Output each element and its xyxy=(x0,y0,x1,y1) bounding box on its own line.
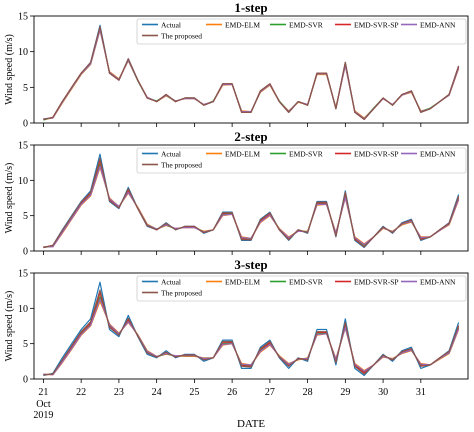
series-line-emd-ann xyxy=(43,165,460,248)
legend-label: Actual xyxy=(161,21,181,30)
panel-3: 3-step Wind speed (m/s) 0 5 10 15 Actual EMD-EL… xyxy=(4,257,469,430)
legend-label: The proposed xyxy=(161,32,202,41)
y-tick-label: 15 xyxy=(18,269,28,280)
x-tick-label: 31 xyxy=(416,387,426,398)
legend-label: EMD-SVR xyxy=(289,21,323,30)
plot-frame xyxy=(33,15,469,124)
legend-label: EMD-ANN xyxy=(420,278,456,287)
series-line-emd-svr xyxy=(43,163,460,249)
x-tick-sublabel: 2019 xyxy=(33,410,53,421)
x-tick-label: 26 xyxy=(227,387,237,398)
x-tick-label: 21 xyxy=(38,387,48,398)
series-group xyxy=(43,153,460,249)
x-tick-label: 22 xyxy=(76,387,86,398)
legend-label: Actual xyxy=(161,150,181,159)
legend: Actual EMD-ELM EMD-SVR EMD-SVR-SP EMD-ANN The… xyxy=(136,275,467,302)
x-tick-label: 24 xyxy=(152,387,162,398)
x-axis-label: DATE xyxy=(237,418,265,430)
legend-label: EMD-ANN xyxy=(420,21,456,30)
series-line-emd-svr-sp xyxy=(43,292,460,376)
series-line-emd-svr-sp xyxy=(43,159,460,249)
legend-label: EMD-SVR-SP xyxy=(354,150,399,159)
legend-label: EMD-SVR xyxy=(289,278,323,287)
x-tick-label: 25 xyxy=(189,387,199,398)
series-group xyxy=(43,24,460,121)
panel-2: 2-step Wind speed (m/s) 0 5 10 15 Actual EMD-EL… xyxy=(4,129,469,258)
y-axis-label: Wind speed (m/s) xyxy=(4,34,15,105)
y-tick-label: 15 xyxy=(18,12,28,23)
y-tick-label: 5 xyxy=(23,339,28,350)
legend-label: EMD-ELM xyxy=(225,278,260,287)
series-line-the-proposed xyxy=(43,157,460,249)
y-tick-label: 0 xyxy=(23,375,28,386)
y-tick-label: 10 xyxy=(18,176,28,187)
series-line-the-proposed xyxy=(43,289,460,376)
x-tick-sublabel: Oct xyxy=(36,399,51,410)
plot-frame xyxy=(33,144,469,252)
panel-1: 1-step Wind speed (m/s) 0 5 10 15 Actual EMD-EL… xyxy=(4,0,469,130)
x-tick-label: 27 xyxy=(265,387,275,398)
x-tick-label: 29 xyxy=(340,387,350,398)
panel-title: 2-step xyxy=(234,129,267,144)
y-tick-label: 15 xyxy=(18,141,28,152)
panel-title: 3-step xyxy=(234,257,267,272)
x-tick-label: 30 xyxy=(378,387,388,398)
legend-label: The proposed xyxy=(161,289,202,298)
y-tick-label: 5 xyxy=(23,211,28,222)
y-tick-label: 0 xyxy=(23,247,28,258)
y-axis-label: Wind speed (m/s) xyxy=(4,291,15,362)
panel-title: 1-step xyxy=(234,0,267,15)
plot-frame xyxy=(33,272,469,380)
legend-label: EMD-SVR-SP xyxy=(354,278,399,287)
y-tick-label: 0 xyxy=(23,119,28,130)
y-tick-label: 10 xyxy=(18,47,28,58)
x-tick-label: 23 xyxy=(114,387,124,398)
series-group xyxy=(43,281,460,377)
legend-label: EMD-ANN xyxy=(420,150,456,159)
legend-label: EMD-ELM xyxy=(225,21,260,30)
legend-label: The proposed xyxy=(161,161,202,170)
x-tick-label: 28 xyxy=(303,387,313,398)
legend-label: EMD-ELM xyxy=(225,150,260,159)
series-line-the-proposed xyxy=(43,26,460,121)
legend-label: EMD-SVR-SP xyxy=(354,21,399,30)
legend-label: EMD-SVR xyxy=(289,150,323,159)
y-tick-label: 5 xyxy=(23,83,28,94)
legend: Actual EMD-ELM EMD-SVR EMD-SVR-SP EMD-ANN The… xyxy=(136,147,467,174)
y-axis-label: Wind speed (m/s) xyxy=(4,163,15,234)
legend: Actual EMD-ELM EMD-SVR EMD-SVR-SP EMD-ANN The… xyxy=(136,18,467,45)
y-tick-label: 10 xyxy=(18,304,28,315)
legend-label: Actual xyxy=(161,278,181,287)
